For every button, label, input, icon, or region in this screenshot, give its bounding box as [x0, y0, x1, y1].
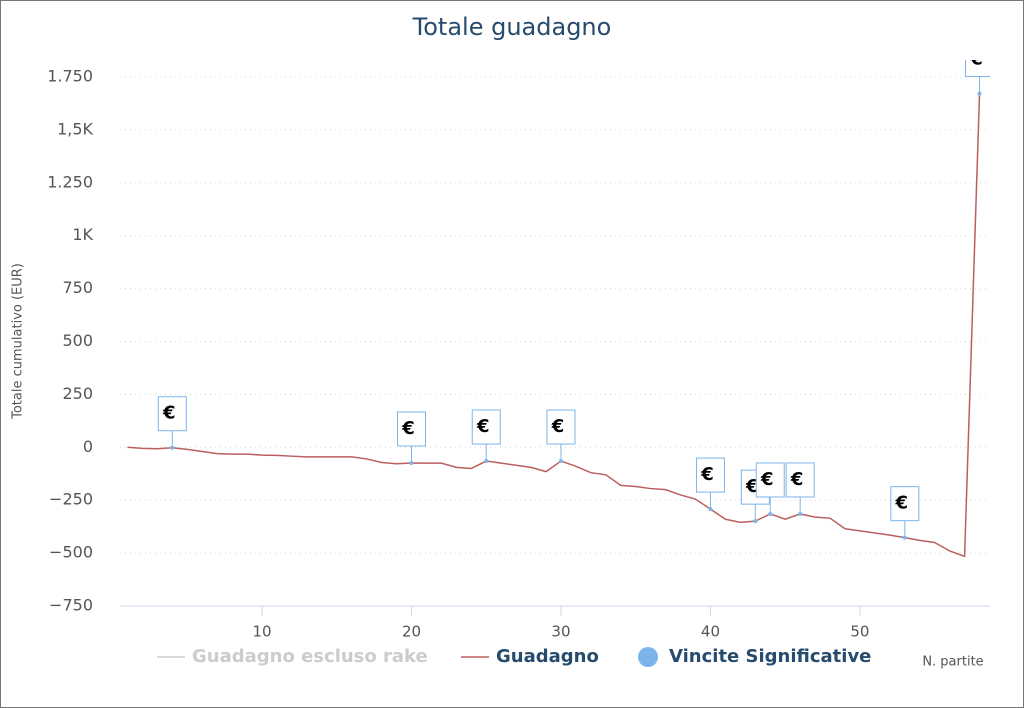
flag: €: [546, 409, 576, 464]
y-tick-label: 1K: [72, 225, 93, 244]
flag-point: [170, 445, 175, 450]
flag-point: [798, 511, 803, 516]
flag-label: €: [700, 464, 714, 485]
flag-point: [708, 507, 713, 512]
y-tick-label: 750: [62, 278, 93, 297]
flag-label: €: [401, 418, 415, 439]
x-axis-title: N. partite: [922, 655, 983, 670]
x-tick-label: 30: [551, 623, 570, 641]
legend-label[interactable]: Guadagno escluso rake: [192, 646, 428, 667]
y-tick-label: 1.750: [47, 67, 93, 86]
legend-symbol: [638, 647, 658, 667]
flag-box: [471, 409, 501, 445]
flag-box: [695, 457, 725, 493]
flag-point: [768, 511, 773, 516]
flag-point: [558, 459, 563, 464]
flag-label: €: [551, 416, 565, 437]
flag: €: [157, 396, 187, 450]
flag: €: [755, 462, 785, 516]
flag-box: [755, 462, 785, 498]
flag-box: [965, 60, 990, 78]
y-tick-label: 0: [83, 437, 93, 456]
flag: €: [396, 411, 426, 465]
flag-box: [785, 462, 815, 498]
line-series: [127, 93, 981, 558]
x-tick-label: 20: [402, 623, 421, 641]
flag-label: €: [760, 469, 774, 490]
y-tick-label: −750: [49, 596, 93, 615]
flag-point: [753, 519, 758, 524]
flag-label: €: [745, 476, 759, 497]
flag: €: [785, 462, 815, 516]
y-tick-label: 1.250: [47, 172, 93, 191]
x-tick-label: 50: [850, 623, 869, 641]
flag-point: [484, 459, 489, 464]
y-tick-label: −250: [49, 490, 93, 509]
flag-point: [902, 535, 907, 540]
y-tick-label: −500: [49, 543, 93, 562]
chart-title: Totale guadagno: [412, 13, 612, 41]
flag-box: [890, 486, 920, 522]
y-tick-label: 250: [62, 384, 93, 403]
x-tick-label: 10: [252, 623, 271, 641]
flag-label: €: [790, 469, 804, 490]
flag-label: €: [969, 49, 983, 70]
flag-box: [546, 409, 576, 445]
y-tick-label: 1,5K: [57, 119, 93, 138]
flag: €: [965, 49, 990, 96]
flag-label: €: [476, 416, 490, 437]
x-tick-label: 40: [701, 623, 720, 641]
y-tick-label: 500: [62, 331, 93, 350]
flag-label: €: [895, 493, 909, 514]
flag-box: [157, 396, 187, 432]
flag: €: [695, 457, 725, 512]
flag-point: [409, 460, 414, 465]
flag: €: [471, 409, 501, 464]
legend-label[interactable]: Vincite Significative: [669, 646, 871, 667]
flag: €: [890, 486, 920, 540]
flag-point: [977, 91, 982, 96]
flag-label: €: [162, 403, 176, 424]
legend-label[interactable]: Guadagno: [496, 646, 599, 667]
plot-area: €€ € €€€ € €€€: [127, 49, 990, 558]
y-axis-title: Totale cumulativo (EUR): [11, 263, 26, 420]
flag-box: [396, 411, 426, 447]
